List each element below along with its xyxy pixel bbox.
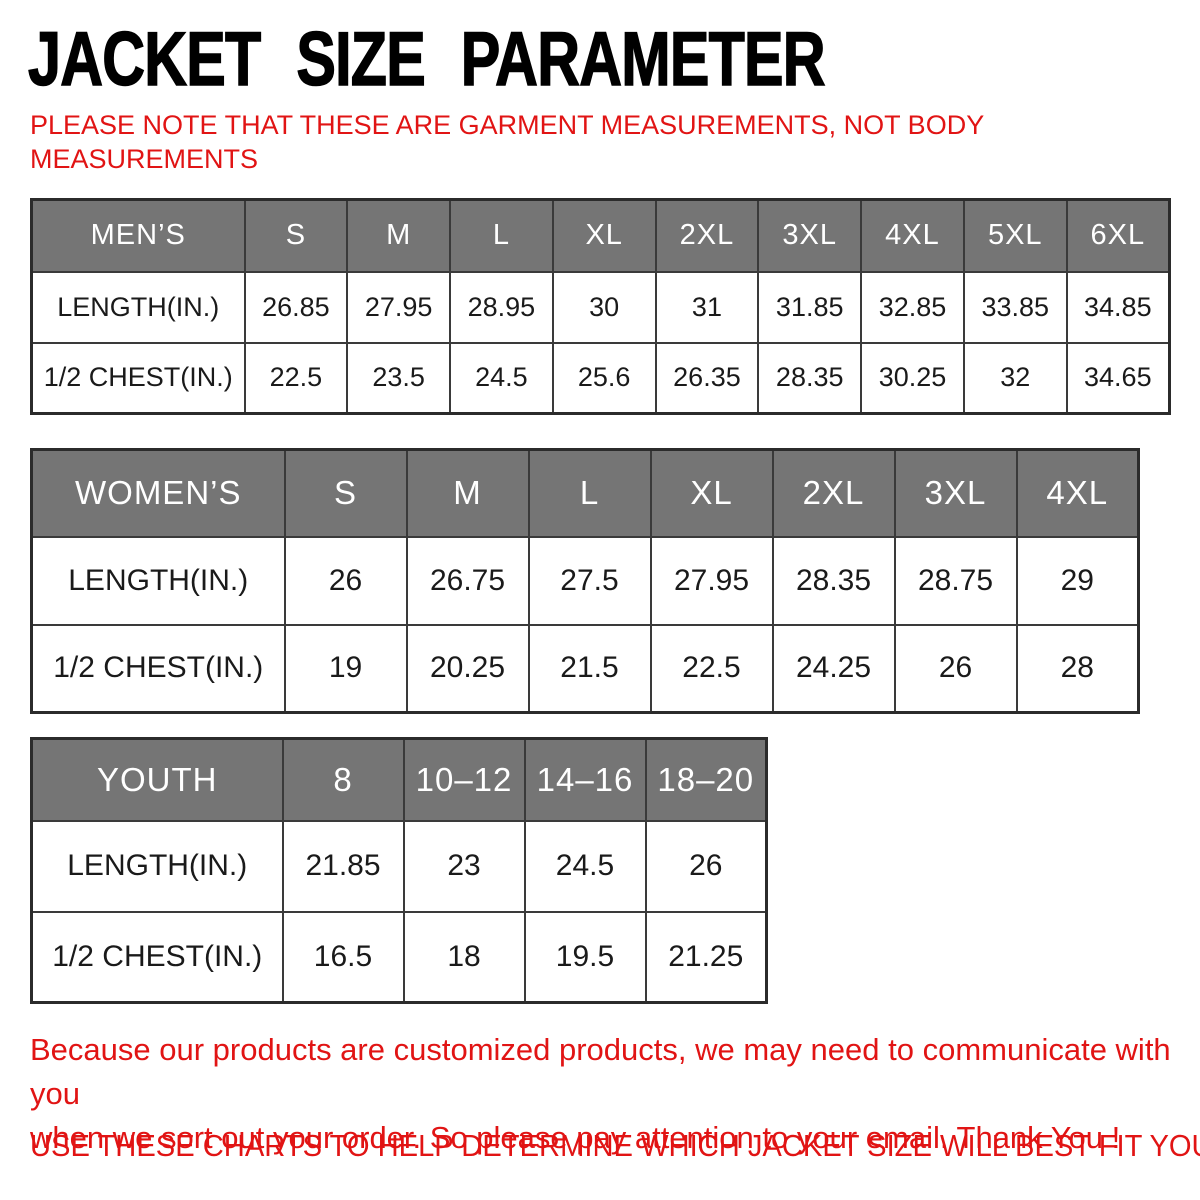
mens-measurement-cell: 30: [551, 270, 657, 344]
youth-measurement-cell: 26: [644, 819, 768, 913]
youth-size-table: YOUTH 8 10–12 14–16 18–20 LENGTH(IN.) 21.85 23 2…: [30, 737, 768, 1004]
womens-measurement-cell: 22.5: [649, 623, 774, 714]
youth-data-row-0: LENGTH(IN.) 21.85 23 24.5 26: [30, 819, 768, 913]
youth-size-header-14–16: 14–16: [523, 737, 647, 822]
womens-measurement-cell: 26.75: [405, 535, 530, 626]
mens-size-header-2XL: 2XL: [654, 198, 760, 273]
mens-header-row: MEN’S S M L XL 2XL 3XL 4XL 5XL 6XL: [30, 198, 1171, 273]
womens-measurement-cell: 29: [1015, 535, 1140, 626]
womens-size-header-2XL: 2XL: [771, 448, 896, 538]
mens-measurement-cell: 28.35: [757, 341, 863, 415]
womens-size-header-S: S: [283, 448, 408, 538]
mens-size-header-4XL: 4XL: [860, 198, 965, 273]
mens-size-header-XL: XL: [551, 198, 657, 273]
garment-measurement-note-line2: MEASUREMENTS: [30, 144, 259, 174]
womens-measurement-cell: 27.95: [649, 535, 774, 626]
mens-size-header-M: M: [346, 198, 452, 273]
mens-row-label-1: 1/2 CHEST(IN.): [30, 341, 246, 415]
mens-measurement-cell: 26.85: [243, 270, 349, 344]
youth-measurement-cell: 23: [402, 819, 526, 913]
womens-size-header-3XL: 3XL: [893, 448, 1018, 538]
womens-size-header-L: L: [527, 448, 652, 538]
womens-measurement-cell: 28.35: [771, 535, 896, 626]
youth-measurement-cell: 18: [402, 910, 526, 1004]
womens-measurement-cell: 21.5: [527, 623, 652, 714]
mens-size-table: MEN’S S M L XL 2XL 3XL 4XL 5XL 6XL LENGTH(IN.) 26.8…: [30, 198, 1171, 415]
womens-measurement-cell: 19: [283, 623, 408, 714]
mens-measurement-cell: 33.85: [962, 270, 1068, 344]
mens-data-row-1: 1/2 CHEST(IN.) 22.5 23.5 24.5 25.6 26.35 28.35…: [30, 341, 1171, 415]
womens-table-title: WOMEN’S: [30, 448, 286, 538]
womens-data-row-0: LENGTH(IN.) 26 26.75 27.5 27.95 28.35 28.75 29: [30, 535, 1140, 626]
mens-measurement-cell: 24.5: [449, 341, 554, 415]
mens-measurement-cell: 27.95: [346, 270, 452, 344]
mens-data-row-0: LENGTH(IN.) 26.85 27.95 28.95 30 31 31.85 32.85…: [30, 270, 1171, 344]
womens-measurement-cell: 28.75: [893, 535, 1018, 626]
womens-size-header-XL: XL: [649, 448, 774, 538]
mens-measurement-cell: 34.85: [1065, 270, 1171, 344]
page-title: JACKET SIZE PARAMETER: [27, 17, 826, 102]
chart-usage-note: USE THESE CHARTS TO HELP DETERMINE WHICH…: [30, 1128, 1200, 1163]
youth-measurement-cell: 24.5: [523, 819, 647, 913]
mens-measurement-cell: 26.35: [654, 341, 760, 415]
mens-row-label-0: LENGTH(IN.): [30, 270, 246, 344]
mens-measurement-cell: 34.65: [1065, 341, 1171, 415]
womens-measurement-cell: 26: [893, 623, 1018, 714]
womens-measurement-cell: 28: [1015, 623, 1140, 714]
garment-measurement-note-line1: PLEASE NOTE THAT THESE ARE GARMENT MEASU…: [30, 110, 985, 140]
mens-measurement-cell: 25.6: [551, 341, 657, 415]
womens-measurement-cell: 26: [283, 535, 408, 626]
womens-measurement-cell: 27.5: [527, 535, 652, 626]
womens-measurement-cell: 24.25: [771, 623, 896, 714]
mens-measurement-cell: 32.85: [860, 270, 965, 344]
youth-measurement-cell: 21.85: [281, 819, 405, 913]
womens-row-label-1: 1/2 CHEST(IN.): [30, 623, 286, 714]
mens-size-header-3XL: 3XL: [757, 198, 863, 273]
mens-measurement-cell: 31.85: [757, 270, 863, 344]
womens-row-label-0: LENGTH(IN.): [30, 535, 286, 626]
mens-size-header-5XL: 5XL: [962, 198, 1068, 273]
youth-measurement-cell: 16.5: [281, 910, 405, 1004]
youth-header-row: YOUTH 8 10–12 14–16 18–20: [30, 737, 768, 822]
youth-row-label-1: 1/2 CHEST(IN.): [30, 910, 284, 1004]
youth-measurement-cell: 19.5: [523, 910, 647, 1004]
youth-size-header-8: 8: [281, 737, 405, 822]
customization-note-line2: when we sort out your order. So please p…: [30, 1120, 1121, 1155]
mens-size-header-6XL: 6XL: [1065, 198, 1171, 273]
mens-measurement-cell: 28.95: [449, 270, 554, 344]
mens-measurement-cell: 31: [654, 270, 760, 344]
womens-size-table: WOMEN’S S M L XL 2XL 3XL 4XL LENGTH(IN.) 26 26.75 2…: [30, 448, 1140, 714]
womens-size-header-4XL: 4XL: [1015, 448, 1140, 538]
womens-header-row: WOMEN’S S M L XL 2XL 3XL 4XL: [30, 448, 1140, 538]
youth-size-header-18–20: 18–20: [644, 737, 768, 822]
garment-measurement-note: PLEASE NOTE THAT THESE ARE GARMENT MEASU…: [30, 108, 984, 176]
womens-measurement-cell: 20.25: [405, 623, 530, 714]
youth-size-header-10–12: 10–12: [402, 737, 526, 822]
customization-note-line1: Because our products are customized prod…: [30, 1032, 1171, 1111]
youth-table-title: YOUTH: [30, 737, 284, 822]
womens-size-header-M: M: [405, 448, 530, 538]
mens-table-title: MEN’S: [30, 198, 246, 273]
youth-data-row-1: 1/2 CHEST(IN.) 16.5 18 19.5 21.25: [30, 910, 768, 1004]
mens-size-header-S: S: [243, 198, 349, 273]
mens-measurement-cell: 23.5: [346, 341, 452, 415]
mens-size-header-L: L: [449, 198, 554, 273]
youth-measurement-cell: 21.25: [644, 910, 768, 1004]
youth-row-label-0: LENGTH(IN.): [30, 819, 284, 913]
mens-measurement-cell: 30.25: [860, 341, 965, 415]
mens-measurement-cell: 22.5: [243, 341, 349, 415]
customization-communication-note: Because our products are customized prod…: [30, 1028, 1200, 1160]
womens-data-row-1: 1/2 CHEST(IN.) 19 20.25 21.5 22.5 24.25 26 28: [30, 623, 1140, 714]
mens-measurement-cell: 32: [962, 341, 1068, 415]
